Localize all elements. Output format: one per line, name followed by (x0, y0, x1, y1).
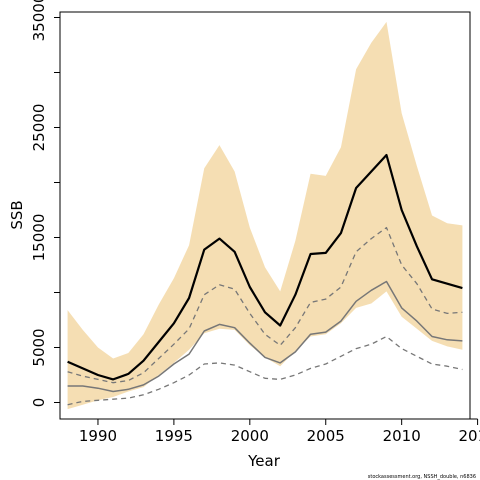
x-tick-label-2010: 2010 (383, 427, 421, 445)
x-tick-label-1990: 1990 (79, 427, 117, 445)
series-line-2-solid-gray (67, 280, 463, 393)
y-tick-label-0: 0 (30, 398, 48, 408)
y-tick-label-5000: 5000 (30, 328, 48, 366)
axis-layer: 1990 1995 2000 2005 2010 2015 0 5000 15000 25000 3… (30, 0, 480, 445)
series-line-3-dashed-gray (67, 335, 463, 406)
x-tick-label-1995: 1995 (155, 427, 193, 445)
series-line-1-dashed-gray (67, 226, 463, 384)
confidence-band-layer (67, 21, 463, 410)
credit-text: stockassessment.org, NSSH_double, n6836 (368, 474, 476, 480)
x-axis-title: Year (247, 452, 281, 470)
confidence-band (67, 21, 463, 410)
x-tick-label-2015: 2015 (458, 427, 480, 445)
series-line-0-solid-black (67, 153, 463, 381)
y-tick-label-15000: 15000 (30, 214, 48, 262)
x-tick-label-2000: 2000 (231, 427, 269, 445)
y-tick-label-35000: 35000 (30, 0, 48, 41)
series-layer (67, 153, 463, 406)
y-tick-label-25000: 25000 (30, 104, 48, 152)
x-tick-label-2005: 2005 (307, 427, 345, 445)
y-axis-title: SSB (8, 200, 26, 229)
